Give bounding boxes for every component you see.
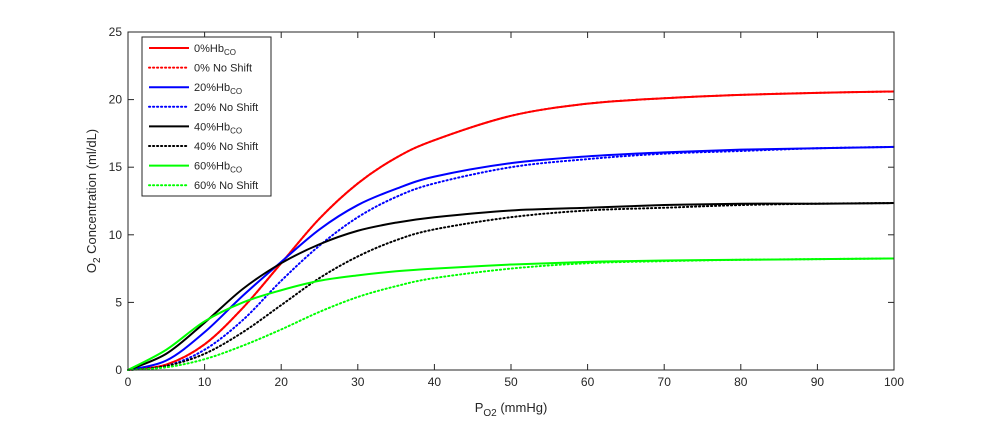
legend-label: 0%HbCO xyxy=(194,43,236,57)
y-tick-label: 0 xyxy=(115,363,122,377)
legend-label-name: 40%Hb xyxy=(194,121,230,133)
legend-label: 60% No Shift xyxy=(194,180,258,192)
x-tick-label: 10 xyxy=(198,375,212,389)
series-line-0pct-no-shift xyxy=(127,90,895,371)
x-tick-label: 80 xyxy=(734,375,748,389)
x-tick-label: 70 xyxy=(658,375,672,389)
x-axis-label-rest: (mmHg) xyxy=(497,400,548,415)
x-tick-label: 0 xyxy=(125,375,132,389)
x-axis-label-main: P xyxy=(475,400,484,415)
y-tick-label: 15 xyxy=(109,160,123,174)
x-tick-label: 50 xyxy=(504,375,518,389)
legend-label-name: 0%Hb xyxy=(194,43,224,55)
legend-label-name: 60%Hb xyxy=(194,161,230,173)
x-tick-label: 20 xyxy=(275,375,289,389)
y-tick-label: 5 xyxy=(115,295,122,309)
legend-label-name: 60% No Shift xyxy=(194,180,258,192)
x-tick-label: 30 xyxy=(351,375,365,389)
legend-label-name: 0% No Shift xyxy=(194,63,252,75)
x-tick-label: 40 xyxy=(428,375,442,389)
x-axis-label: PO2 (mmHg) xyxy=(475,400,548,419)
legend-label-name: 20% No Shift xyxy=(194,102,258,114)
y-axis-label-sub: 2 xyxy=(92,257,103,263)
series-line-20pct-no-shift xyxy=(127,145,895,371)
x-axis-label-sub: O2 xyxy=(483,408,497,419)
y-axis-label-main: O xyxy=(84,263,99,273)
legend-label-name: 40% No Shift xyxy=(194,141,258,153)
y-axis-label-rest: Concentration (ml/dL) xyxy=(84,129,99,258)
y-tick-label: 20 xyxy=(109,93,123,107)
legend-label: 0% No Shift xyxy=(194,63,252,75)
series-line-60pct-no-shift xyxy=(127,257,895,371)
legend-label-sub: CO xyxy=(230,166,242,175)
series-line-40pct-no-shift xyxy=(127,202,895,371)
legend-label-sub: CO xyxy=(230,87,242,96)
x-tick-label: 90 xyxy=(811,375,825,389)
legend-label: 20% No Shift xyxy=(194,102,258,114)
legend-label-name: 20%Hb xyxy=(194,82,230,94)
legend-label: 20%HbCO xyxy=(194,82,242,96)
y-tick-label: 10 xyxy=(109,228,123,242)
legend-box xyxy=(141,36,272,197)
series-line-20pcthbco xyxy=(127,145,895,371)
y-tick-label: 25 xyxy=(109,25,123,39)
series-line-40pcthbco xyxy=(127,202,895,371)
legend-label: 60%HbCO xyxy=(194,161,242,175)
legend-label-sub: CO xyxy=(230,126,242,135)
y-axis-label: O2 Concentration (ml/dL) xyxy=(84,129,103,273)
x-tick-label: 60 xyxy=(581,375,595,389)
x-tick-label: 100 xyxy=(884,375,904,389)
legend-label: 40%HbCO xyxy=(194,121,242,135)
legend-label: 40% No Shift xyxy=(194,141,258,153)
legend-label-sub: CO xyxy=(224,48,236,57)
